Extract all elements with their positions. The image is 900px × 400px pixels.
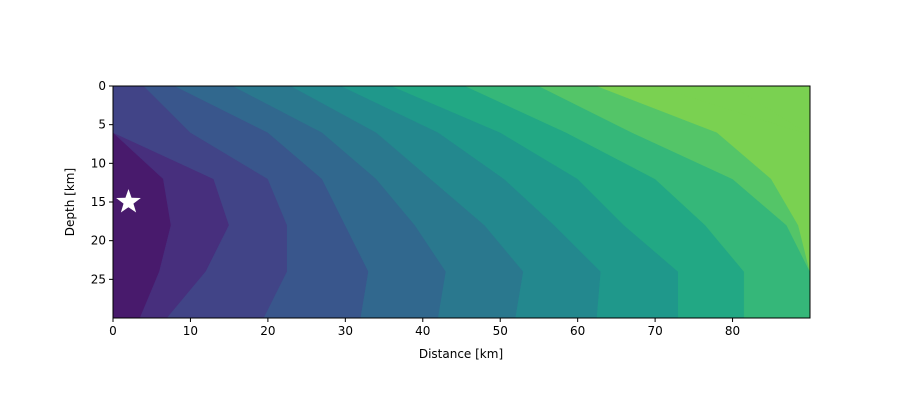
source-star-marker <box>116 189 141 213</box>
y-tick-label: 15 <box>91 195 106 209</box>
x-tick-label: 40 <box>415 324 430 338</box>
contour-band <box>731 86 810 318</box>
y-axis-label: Depth [km] <box>63 168 77 236</box>
x-axis-label: Distance [km] <box>419 347 503 361</box>
x-axis: 0 10 20 30 40 50 60 70 80 <box>109 318 740 338</box>
y-tick-label: 0 <box>98 79 106 93</box>
x-tick-label: 0 <box>109 324 117 338</box>
y-axis: 0 5 10 15 20 25 <box>91 79 113 286</box>
y-tick-label: 20 <box>91 234 106 248</box>
y-tick-label: 10 <box>91 156 106 170</box>
x-tick-label: 20 <box>260 324 275 338</box>
y-tick-label: 5 <box>98 118 106 132</box>
x-tick-label: 50 <box>493 324 508 338</box>
x-tick-label: 30 <box>338 324 353 338</box>
x-tick-label: 10 <box>183 324 198 338</box>
x-tick-label: 60 <box>570 324 585 338</box>
marker-layer <box>116 189 141 213</box>
plot-area <box>113 86 810 318</box>
x-tick-label: 70 <box>647 324 662 338</box>
y-tick-label: 25 <box>91 272 106 286</box>
x-tick-label: 80 <box>725 324 740 338</box>
